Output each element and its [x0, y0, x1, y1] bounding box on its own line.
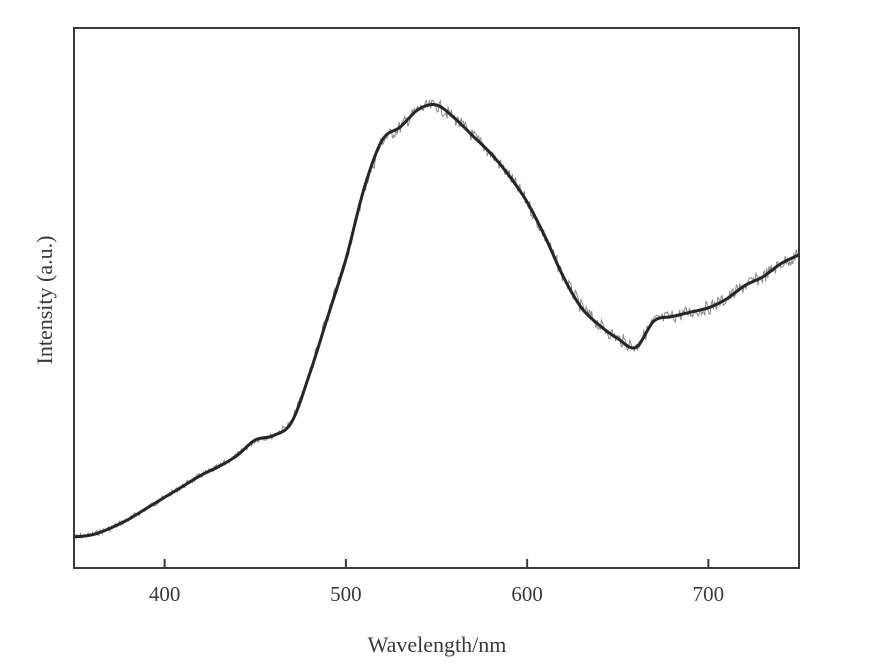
x-ticks — [163, 559, 710, 568]
x-tick-label: 600 — [511, 582, 543, 606]
x-tick-label: 500 — [330, 582, 362, 606]
y-axis-title: Intensity (a.u.) — [32, 236, 57, 365]
x-tick-labels: 400 500 600 700 — [149, 582, 724, 606]
series-noise-band — [73, 99, 799, 540]
x-axis-title: Wavelength/nm — [368, 632, 507, 657]
series-line — [73, 103, 800, 539]
x-tick-label: 400 — [149, 582, 181, 606]
x-tick-label: 700 — [693, 582, 725, 606]
plot-frame — [73, 27, 800, 569]
